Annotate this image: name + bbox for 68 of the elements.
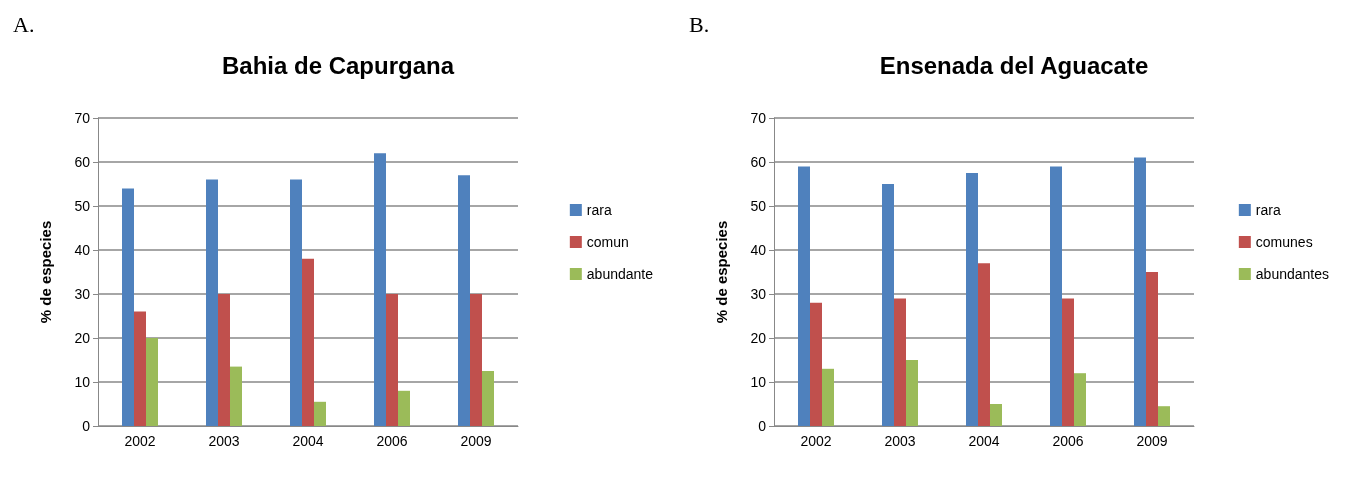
y-tick-label: 0 (82, 418, 91, 434)
legend-label: comun (586, 234, 629, 250)
x-tick-label: 2009 (460, 433, 492, 449)
legend-label: comunes (1255, 234, 1313, 250)
bar (990, 404, 1002, 426)
bar (1062, 298, 1074, 426)
bar (458, 175, 470, 426)
legend-label: rara (586, 202, 612, 218)
bar (966, 173, 978, 426)
y-tick-label: 60 (74, 154, 91, 170)
bar (374, 153, 386, 426)
bar (230, 366, 242, 426)
chart-title: Bahia de Capurgana (221, 51, 455, 79)
y-tick-label: 10 (750, 374, 767, 390)
x-tick-label: 2004 (968, 433, 1000, 449)
bar (906, 360, 918, 426)
bar (1074, 373, 1086, 426)
bar (218, 294, 230, 426)
y-tick-label: 30 (74, 286, 91, 302)
y-tick-label: 50 (750, 198, 767, 214)
y-tick-label: 60 (750, 154, 767, 170)
bar (134, 311, 146, 426)
bar (894, 298, 906, 426)
legend-label: abundantes (1255, 266, 1330, 282)
chart-title: Ensenada del Aguacate (879, 51, 1149, 79)
y-tick-label: 50 (74, 198, 91, 214)
y-tick-label: 10 (74, 374, 91, 390)
x-tick-label: 2003 (884, 433, 916, 449)
x-tick-label: 2002 (124, 433, 156, 449)
x-tick-label: 2004 (292, 433, 324, 449)
bar (810, 302, 822, 426)
bar (206, 179, 218, 426)
y-tick-label: 20 (750, 330, 767, 346)
legend-label: rara (1255, 202, 1281, 218)
bar (978, 263, 990, 426)
legend-label: abundante (586, 266, 654, 282)
bar (398, 390, 410, 426)
x-tick-label: 2006 (376, 433, 408, 449)
bar (822, 368, 834, 426)
bar (482, 371, 494, 426)
text: B. (689, 11, 710, 37)
text: A. (13, 11, 35, 37)
x-tick-label: 2002 (800, 433, 832, 449)
bar (386, 294, 398, 426)
y-tick-label: 70 (750, 110, 767, 126)
x-tick-label: 2006 (1052, 433, 1084, 449)
bar (1050, 166, 1062, 426)
bar (1158, 406, 1170, 426)
bar (798, 166, 810, 426)
x-tick-label: 2009 (1136, 433, 1168, 449)
bar (290, 179, 302, 426)
x-tick-label: 2003 (208, 433, 240, 449)
bar (1146, 272, 1158, 426)
y-tick-label: 70 (74, 110, 91, 126)
bar (314, 401, 326, 426)
bar (882, 184, 894, 426)
y-tick-label: 40 (74, 242, 91, 258)
bar (1134, 157, 1146, 426)
y-tick-label: 20 (74, 330, 91, 346)
bar (122, 188, 134, 426)
y-tick-label: 0 (758, 418, 767, 434)
bar (302, 258, 314, 426)
bar (146, 338, 158, 426)
y-axis-title: % de especies (37, 220, 54, 324)
bar (470, 294, 482, 426)
y-tick-label: 30 (750, 286, 767, 302)
y-tick-label: 40 (750, 242, 767, 258)
y-axis-title: % de especies (713, 220, 730, 324)
